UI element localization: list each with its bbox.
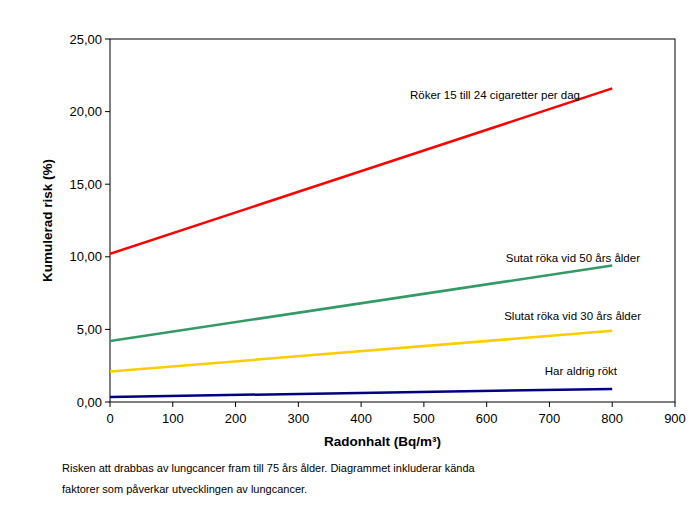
x-tick-label: 300 <box>287 411 309 426</box>
x-tick-label: 700 <box>539 411 561 426</box>
caption: faktorer som påverkar utvecklingen av lu… <box>62 483 307 495</box>
series-label: Sutat röka vid 50 års ålder <box>506 252 640 264</box>
y-tick <box>105 329 110 330</box>
x-tick <box>486 402 487 407</box>
x-tick <box>235 402 236 407</box>
x-tick-label: 400 <box>350 411 372 426</box>
plot-frame <box>110 39 675 402</box>
caption: Risken att drabbas av lungcancer fram ti… <box>62 462 476 474</box>
x-tick <box>298 402 299 407</box>
x-tick <box>423 402 424 407</box>
x-axis-title: Radonhalt (Bq/m³) <box>324 434 441 449</box>
x-tick-label: 100 <box>162 411 184 426</box>
y-tick-label: 20,00 <box>69 104 102 119</box>
series-line <box>110 88 612 254</box>
y-tick-label: 0,00 <box>77 395 102 410</box>
series-line <box>110 389 612 397</box>
x-tick <box>549 402 550 407</box>
x-tick <box>675 402 676 407</box>
x-tick-label: 600 <box>476 411 498 426</box>
y-tick <box>105 256 110 257</box>
y-tick <box>105 111 110 112</box>
y-tick-label: 15,00 <box>69 177 102 192</box>
y-tick <box>105 402 110 403</box>
y-tick-label: 10,00 <box>69 249 102 264</box>
x-tick <box>612 402 613 407</box>
x-tick <box>361 402 362 407</box>
y-tick <box>105 39 110 40</box>
series-label: Slutat röka vid 30 års ålder <box>504 310 641 322</box>
y-tick <box>105 184 110 185</box>
x-tick-label: 0 <box>106 411 113 426</box>
series-line <box>110 331 612 372</box>
x-tick-label: 800 <box>601 411 623 426</box>
y-axis-title: Kumulerad risk (%) <box>40 159 55 282</box>
chart: 0,00 5,00 10,00 15,00 20,00 25,00 0 100 200 300 40… <box>0 0 700 507</box>
series-line <box>110 266 612 342</box>
x-tick-label: 900 <box>664 411 686 426</box>
series-group <box>110 88 612 397</box>
y-tick-label: 25,00 <box>69 32 102 47</box>
series-label: Röker 15 till 24 cigaretter per dag <box>410 89 580 101</box>
x-tick <box>172 402 173 407</box>
series-label: Har aldrig rökt <box>545 365 618 377</box>
x-tick-label: 500 <box>413 411 435 426</box>
y-tick-label: 5,00 <box>77 322 102 337</box>
x-tick-label: 200 <box>225 411 247 426</box>
x-tick <box>110 402 111 407</box>
